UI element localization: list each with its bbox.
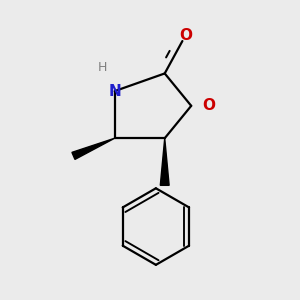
Text: O: O	[202, 98, 215, 113]
Text: O: O	[179, 28, 192, 43]
Text: H: H	[98, 61, 108, 74]
Polygon shape	[160, 138, 169, 185]
Text: N: N	[108, 84, 121, 99]
Polygon shape	[72, 138, 115, 159]
